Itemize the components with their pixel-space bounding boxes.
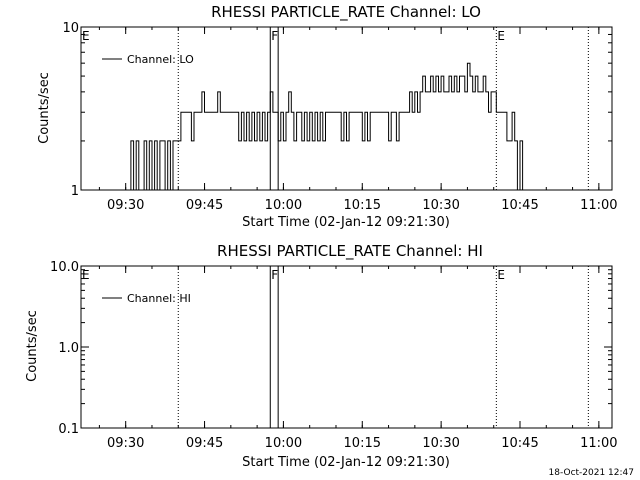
lo-x-tick-label: 10:30	[422, 198, 459, 213]
lo-chart-title: RHESSI PARTICLE_RATE Channel: LO	[211, 3, 481, 22]
lo-x-tick-label: 10:00	[265, 198, 302, 213]
lo-x-tick-label: 09:45	[186, 198, 223, 213]
hi-x-tick-label: 10:30	[422, 436, 459, 451]
lo-marker-label: E	[82, 29, 90, 43]
hi-x-tick-label: 11:00	[580, 436, 617, 451]
hi-channel-panel: RHESSI PARTICLE_RATE Channel: HI Start T…	[25, 242, 618, 470]
hi-x-tick-label: 09:30	[107, 436, 144, 451]
lo-y-tick-label: 10	[62, 21, 79, 36]
lo-x-tick-label: 11:00	[580, 198, 617, 213]
hi-chart-title: RHESSI PARTICLE_RATE Channel: HI	[217, 242, 483, 261]
lo-legend-entry: Channel: LO	[127, 53, 194, 66]
hi-marker-label: F	[271, 268, 278, 282]
hi-axis-ticks: 09:30 09:45 10:00 10:15 10:30 10:45 11:00 10.0 1…	[50, 260, 618, 451]
hi-y-tick-label: 0.1	[58, 422, 79, 437]
hi-legend: Channel: HI	[102, 292, 191, 305]
lo-x-tick-label: 09:30	[107, 198, 144, 213]
hi-y-axis-label: Counts/sec	[25, 310, 40, 382]
hi-y-tick-label: 10.0	[50, 260, 79, 275]
hi-x-axis-label: Start Time (02-Jan-12 09:21:30)	[242, 455, 450, 470]
hi-legend-entry: Channel: HI	[127, 292, 191, 305]
lo-legend: Channel: LO	[102, 53, 194, 66]
lo-x-axis-label: Start Time (02-Jan-12 09:21:30)	[242, 215, 450, 230]
lo-x-tick-label: 10:45	[501, 198, 538, 213]
hi-marker-label: E	[497, 268, 505, 282]
lo-marker-label: E	[497, 29, 505, 43]
lo-series-line	[128, 62, 524, 191]
hi-x-tick-label: 09:45	[186, 436, 223, 451]
lo-series-group	[128, 62, 524, 191]
lo-marker-label: F	[271, 29, 278, 43]
hi-marker-label: E	[82, 268, 90, 282]
lo-y-axis-label: Counts/sec	[37, 72, 52, 144]
hi-x-tick-label: 10:45	[501, 436, 538, 451]
hi-x-tick-label: 10:00	[265, 436, 302, 451]
footer-timestamp: 18-Oct-2021 12:47	[548, 468, 634, 478]
hi-y-tick-label: 1.0	[58, 341, 79, 356]
lo-plot-frame	[80, 26, 613, 191]
hi-x-tick-label: 10:15	[344, 436, 381, 451]
lo-x-tick-label: 10:15	[344, 198, 381, 213]
lo-channel-panel: RHESSI PARTICLE_RATE Channel: LO Start T…	[37, 3, 618, 230]
lo-axis-ticks: 09:30 09:45 10:00 10:15 10:30 10:45 11:00 1 10	[62, 21, 617, 213]
hi-plot-frame	[80, 265, 613, 429]
lo-y-tick-label: 1	[71, 184, 79, 199]
